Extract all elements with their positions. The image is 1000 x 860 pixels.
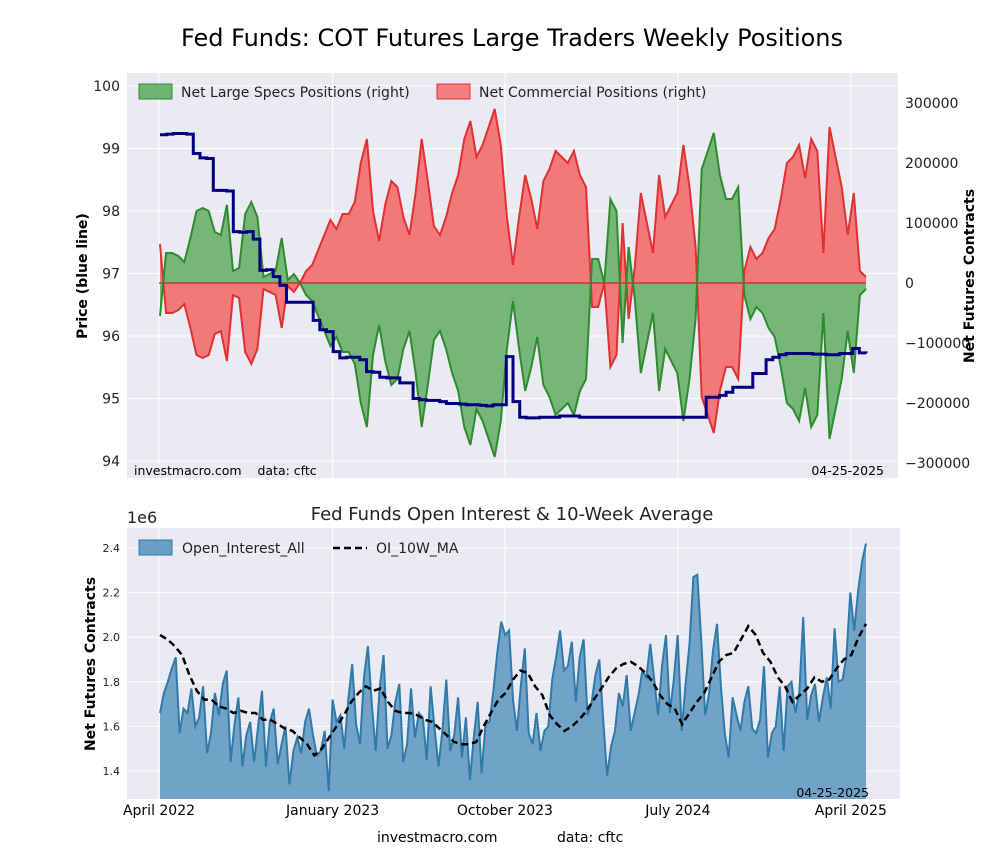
right-y-tick-label: 200000 (905, 156, 958, 172)
left-y-axis-label: Price (blue line) (75, 213, 91, 339)
right-y-axis-ticks: 300000 200000 100000 0 −100000 −200000 −300000 (905, 96, 970, 472)
price-line (160, 132, 868, 420)
bottom-panel: Fed Funds Open Interest & 10-Week Averag… (83, 504, 900, 819)
left-y-tick-label: 100 (93, 79, 120, 95)
x-tick-label: July 2024 (644, 803, 710, 819)
right-y-tick-label: 0 (905, 276, 914, 292)
y-scale-label: 1e6 (127, 508, 157, 527)
commercial-area (159, 108, 867, 434)
x-tick-label: April 2022 (123, 803, 195, 819)
bottom-legend: Open_Interest_All OI_10W_MA (138, 539, 459, 557)
moving-average-series-line (159, 623, 868, 758)
right-y-tick-label: −300000 (905, 456, 970, 472)
footer-site: investmacro.com (377, 830, 497, 846)
left-y-tick-label: 96 (102, 329, 120, 345)
legend-swatch-specs (138, 83, 173, 100)
bottom-y-tick-label: 2.2 (103, 587, 121, 600)
left-y-tick-label: 97 (102, 267, 120, 283)
open-interest-fill (160, 543, 866, 799)
x-tick-label: January 2023 (285, 803, 379, 819)
price-series-line (160, 132, 868, 420)
moving-average-line (159, 623, 868, 758)
large-specs-line (159, 132, 867, 458)
bottom-x-axis-ticks: April 2022 January 2023 October 2023 July 2… (123, 803, 887, 819)
right-y-axis-label: Net Futures Contracts (962, 189, 978, 363)
bottom-y-tick-label: 1.8 (103, 676, 121, 689)
top-source-annotation: investmacro.com data: cftc (134, 463, 317, 478)
bottom-y-tick-label: 2.4 (103, 542, 121, 555)
right-y-tick-label: −200000 (905, 396, 970, 412)
left-y-tick-label: 94 (102, 454, 120, 470)
legend-label-open-interest: Open_Interest_All (182, 541, 305, 557)
bottom-date-annotation: 04-25-2025 (796, 785, 869, 800)
left-y-tick-label: 99 (102, 142, 120, 158)
top-panel: 94 95 96 97 98 99 100 300000 200000 100000 0 −1000… (75, 73, 978, 478)
bottom-y-axis-ticks: 1.4 1.6 1.8 2.0 2.2 2.4 (103, 542, 121, 778)
bottom-y-tick-label: 1.6 (103, 720, 121, 733)
bottom-chart-title: Fed Funds Open Interest & 10-Week Averag… (311, 504, 714, 525)
x-tick-label: October 2023 (457, 803, 553, 819)
left-y-tick-label: 98 (102, 204, 120, 220)
left-y-tick-label: 95 (102, 392, 120, 408)
footer-data: data: cftc (557, 830, 623, 846)
legend-swatch-commercial (436, 83, 471, 100)
legend-label-moving-average: OI_10W_MA (376, 541, 459, 557)
top-date-annotation: 04-25-2025 (811, 463, 884, 478)
open-interest-area (159, 543, 867, 799)
bottom-y-tick-label: 2.0 (103, 631, 121, 644)
right-y-tick-label: 100000 (905, 216, 958, 232)
left-y-axis-ticks: 94 95 96 97 98 99 100 (93, 79, 120, 470)
legend-label-specs: Net Large Specs Positions (right) (181, 85, 410, 101)
commercial-line (159, 108, 867, 434)
bottom-y-axis-label: Net Futures Contracts (83, 577, 99, 751)
legend-swatch-open-interest (138, 539, 173, 556)
right-y-tick-label: 300000 (905, 96, 958, 112)
right-y-tick-label: −100000 (905, 336, 970, 352)
figure-title: Fed Funds: COT Futures Large Traders Wee… (181, 24, 843, 52)
top-legend: Net Large Specs Positions (right) Net Co… (138, 83, 706, 101)
bottom-y-tick-label: 1.4 (103, 765, 121, 778)
open-interest-line (159, 543, 867, 792)
legend-label-commercial: Net Commercial Positions (right) (479, 85, 706, 101)
x-tick-label: April 2025 (815, 803, 887, 819)
large-specs-area (159, 132, 867, 458)
